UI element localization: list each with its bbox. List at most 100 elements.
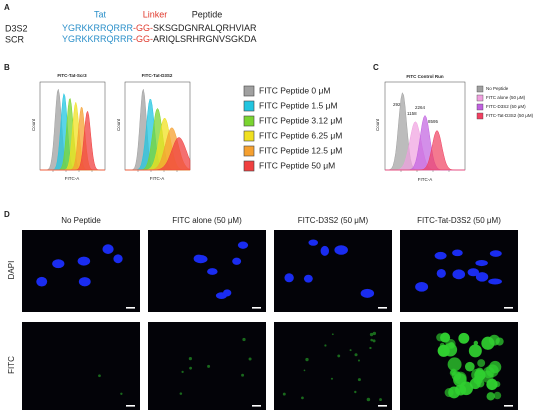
legend-swatch	[243, 100, 255, 112]
fluorescence	[337, 354, 341, 358]
peak-label: 1158	[407, 111, 417, 116]
fluorescence	[379, 398, 383, 402]
plot-title: FITC Control Run	[406, 74, 443, 79]
micrograph	[274, 322, 392, 410]
linker: -GG-	[133, 23, 153, 33]
fluorescence	[464, 361, 475, 372]
fluorescence	[469, 378, 481, 390]
fluorescence	[493, 391, 502, 400]
legend-swatch	[243, 130, 255, 142]
nucleus	[193, 254, 204, 263]
legend-label: FITC Peptide 12.5 μM	[259, 145, 342, 155]
fluorescence	[354, 390, 357, 394]
fluorescence	[241, 373, 245, 377]
scale-bar	[504, 405, 513, 407]
scale-bar	[126, 307, 135, 309]
nucleus	[334, 245, 348, 255]
micrograph	[22, 230, 140, 312]
fluorescence	[456, 390, 461, 395]
fluorescence	[207, 364, 211, 368]
nucleus	[284, 273, 294, 283]
legend-swatch	[243, 160, 255, 172]
header: Peptide	[192, 9, 223, 19]
row-label: FITC	[7, 356, 16, 374]
histogram	[385, 130, 465, 171]
histogram	[40, 110, 105, 171]
micrograph	[148, 322, 266, 410]
legend-swatch	[476, 103, 484, 111]
column-label: FITC-D3S2 (50 μM)	[298, 216, 369, 225]
nucleus	[36, 276, 48, 287]
header: Tat	[94, 9, 107, 19]
nucleus	[113, 254, 123, 264]
scale-bar	[252, 307, 261, 309]
fluorescence	[372, 339, 376, 343]
fluorescence	[453, 373, 467, 387]
seq-name: SCR	[5, 34, 25, 44]
sequence: YGRKKRRQRRR-GG-ARIQLSRHRGNVSGKDA	[62, 34, 257, 44]
seq-name: D3S2	[5, 23, 28, 33]
fluorescence	[357, 359, 361, 362]
fluorescence	[471, 368, 484, 381]
axis-label: FITC-A	[418, 177, 433, 182]
fluorescence	[98, 374, 101, 378]
axis-label: Count	[31, 118, 36, 131]
peptide: ARIQLSRHRGNVSGKDA	[153, 34, 257, 44]
legend-swatch	[476, 85, 484, 93]
fluorescence	[447, 357, 462, 372]
legend-swatch	[243, 85, 255, 97]
fluorescence	[181, 370, 184, 374]
fluorescence	[248, 357, 252, 361]
fluorescence	[486, 392, 495, 401]
fluorescence	[488, 334, 500, 346]
fluorescence	[436, 333, 445, 342]
panel-label: B	[4, 63, 10, 72]
row-label: DAPI	[7, 261, 16, 280]
nucleus	[467, 268, 479, 277]
column-label: No Peptide	[61, 216, 101, 225]
histogram	[125, 137, 191, 171]
fluorescence	[445, 338, 456, 350]
panel-label: C	[373, 63, 379, 72]
nucleus	[436, 268, 446, 278]
tat: YGRKKRRQRRR	[62, 34, 134, 44]
peak-label: 2264	[415, 105, 426, 110]
fluorescence	[450, 368, 457, 376]
legend-label: FITC Peptide 0 μM	[259, 85, 331, 95]
fluorescence	[189, 366, 193, 370]
plot-title: FITC-Tat-D3S2	[142, 73, 173, 78]
fluorescence	[370, 338, 373, 342]
legend-label: FITC Peptide 6.25 μM	[259, 130, 342, 140]
fluorescence	[366, 397, 371, 402]
fluorescence	[179, 392, 183, 395]
nucleus	[78, 277, 91, 287]
nucleus	[434, 251, 447, 260]
nucleus	[102, 244, 114, 254]
scale-bar	[252, 405, 261, 407]
header: Linker	[143, 9, 168, 19]
legend-swatch	[243, 145, 255, 157]
nucleus	[77, 256, 91, 266]
fluorescence	[330, 377, 333, 380]
fluorescence	[305, 357, 309, 362]
nucleus	[452, 249, 463, 257]
fluorescence	[331, 333, 334, 336]
nucleus	[489, 250, 502, 257]
nucleus	[237, 241, 249, 249]
nucleus	[232, 257, 242, 265]
scale-bar	[378, 405, 387, 407]
nucleus	[320, 245, 330, 256]
fluorescence	[242, 337, 246, 342]
fluorescence	[357, 378, 361, 382]
nucleus	[308, 239, 318, 246]
peptide: SKSGDGNRALQRHVIAR	[153, 23, 257, 33]
fluorescence	[120, 392, 123, 395]
axis-label: FITC-A	[150, 176, 165, 181]
fluorescence	[473, 340, 479, 346]
fluorescence	[369, 332, 374, 337]
column-label: FITC-Tat-D3S2 (50 μM)	[417, 216, 501, 225]
legend-swatch	[476, 112, 484, 120]
fluorescence	[369, 346, 372, 350]
fluorescence	[489, 360, 502, 374]
nucleus	[415, 281, 429, 292]
